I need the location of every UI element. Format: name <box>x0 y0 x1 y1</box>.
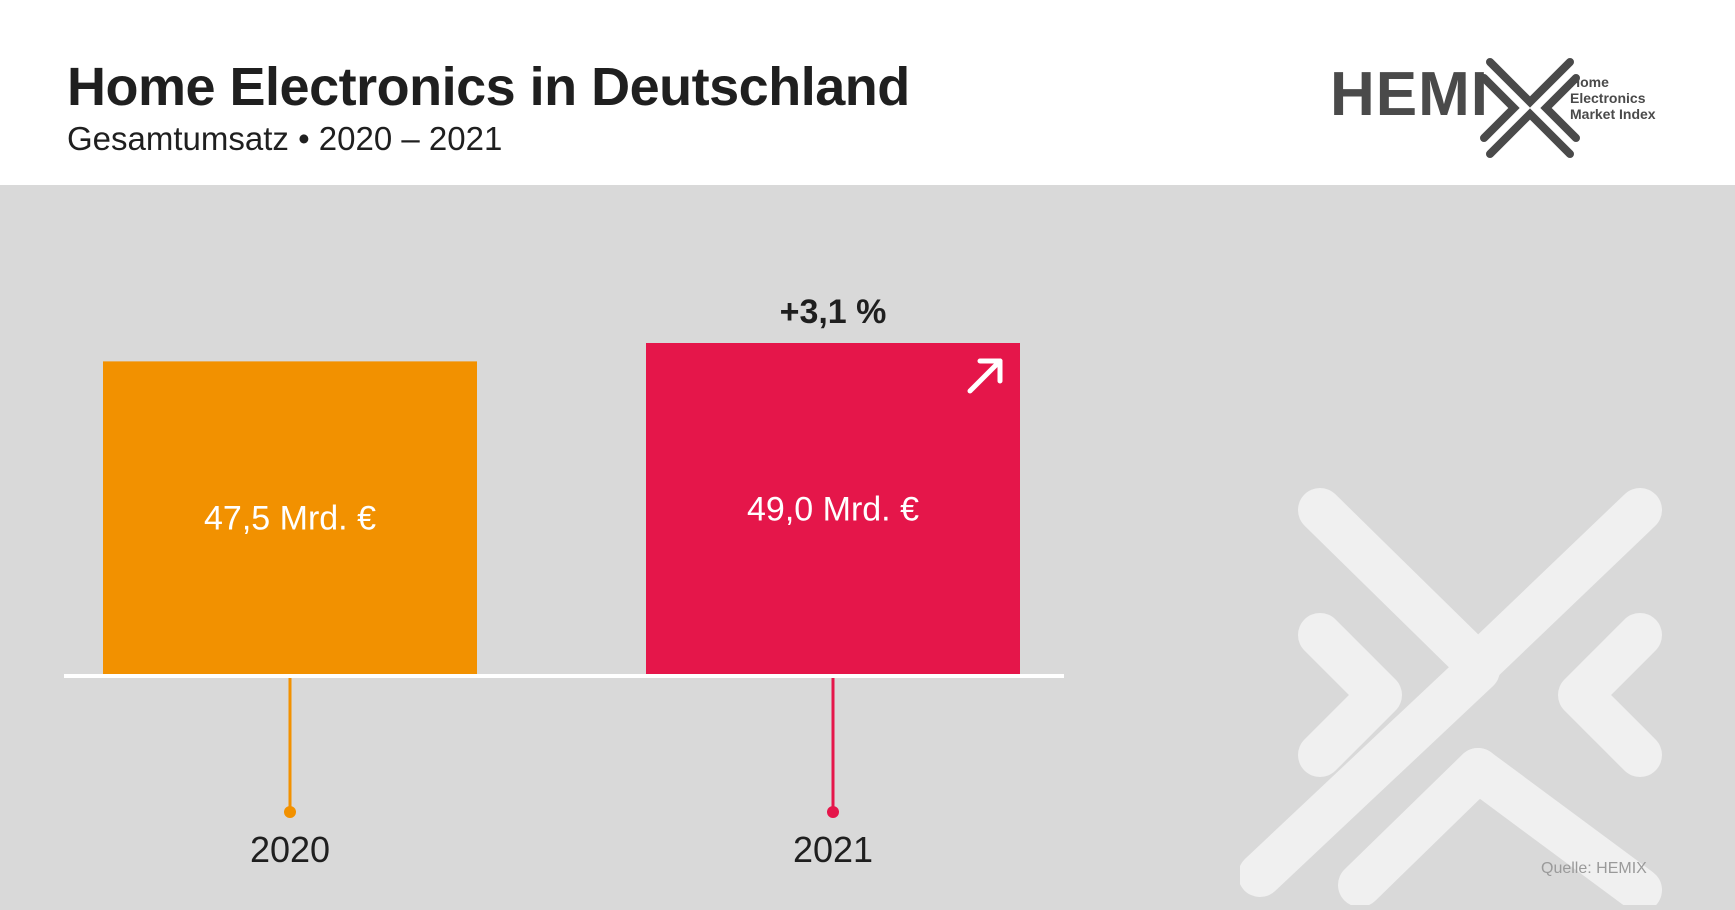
leader-dot-2021 <box>827 806 839 818</box>
leader-dot-2020 <box>284 806 296 818</box>
bar-chart: 47,5 Mrd. € 2020 49,0 Mrd. € 2021 +3,1 % <box>64 293 1064 870</box>
logo-tagline: Home Electronics Market Index <box>1570 74 1656 122</box>
source-note: Quelle: HEMIX <box>1541 860 1647 877</box>
header: Home Electronics in Deutschland Gesamtum… <box>0 0 1735 185</box>
page-title: Home Electronics in Deutschland <box>67 57 910 117</box>
x-tick-label-2020: 2020 <box>250 829 330 870</box>
logo-tagline-line3: Market Index <box>1570 106 1656 122</box>
change-label: +3,1 % <box>780 293 887 331</box>
up-right-arrow-icon <box>967 358 1003 394</box>
watermark-x-icon <box>1240 488 1662 905</box>
logo-x-icon <box>1480 58 1580 158</box>
logo-wordmark: HEMI <box>1330 60 1489 129</box>
chart-area: 47,5 Mrd. € 2020 49,0 Mrd. € 2021 +3,1 % Que… <box>0 185 1735 910</box>
logo-tagline-line2: Electronics <box>1570 90 1646 106</box>
x-tick-label-2021: 2021 <box>793 829 873 870</box>
page-subtitle: Gesamtumsatz • 2020 – 2021 <box>67 120 503 157</box>
hemix-logo: HEMI Home Electronics Market Index <box>1330 58 1670 158</box>
bar-value-label-2021: 49,0 Mrd. € <box>747 491 919 529</box>
bar-2020 <box>103 361 477 674</box>
up-right-arrow-head-icon <box>977 358 1003 384</box>
bar-2021 <box>646 343 1020 674</box>
logo-tagline-line1: Home <box>1570 74 1609 90</box>
bar-value-label-2020: 47,5 Mrd. € <box>204 500 376 538</box>
